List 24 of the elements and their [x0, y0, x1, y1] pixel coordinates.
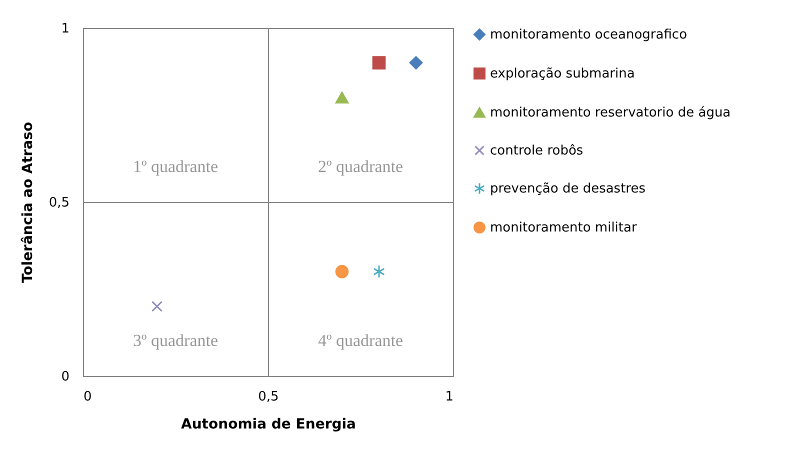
- legend-label: exploração submarina: [490, 66, 635, 82]
- x-tick-label: 0: [84, 390, 92, 404]
- point: [335, 92, 349, 104]
- x-tick-label: 0,5: [258, 390, 279, 404]
- point: [335, 264, 349, 278]
- annotation: 3º quadrante: [132, 331, 218, 350]
- y-axis-title: Tolerância ao Atraso: [20, 122, 36, 284]
- point: [373, 264, 385, 278]
- y-tick-label: 0,5: [48, 196, 70, 210]
- legend-label: prevenção de desastres: [490, 182, 646, 196]
- annotation: 4º quadrante: [318, 331, 404, 350]
- point: [152, 300, 162, 312]
- legend-label: controle robôs: [490, 144, 584, 158]
- x-axis-title: Autonomia de Energia: [181, 416, 356, 432]
- y-tick-label: 0: [61, 370, 70, 384]
- legend-label: monitoramento oceanografico: [490, 28, 688, 42]
- legend-label: monitoramento reservatorio de água: [490, 106, 731, 120]
- legend-label: monitoramento militar: [490, 220, 638, 236]
- annotation: 2º quadrante: [318, 157, 404, 176]
- point: [409, 56, 423, 70]
- point: [372, 56, 386, 70]
- x-tick-label: 1: [445, 390, 454, 404]
- y-tick-label: 1: [61, 22, 70, 36]
- annotation: 1º quadrante: [132, 157, 218, 176]
